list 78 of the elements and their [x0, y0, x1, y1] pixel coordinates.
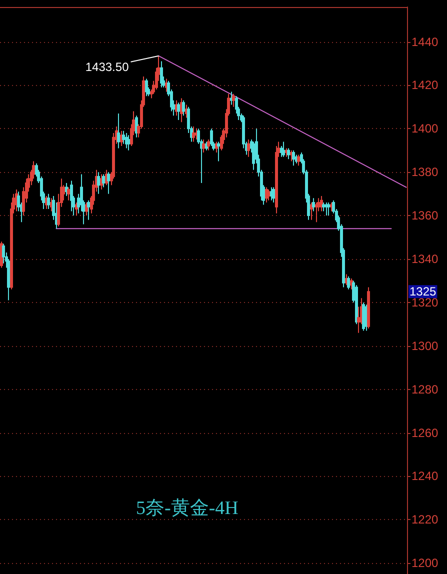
candlestick [355, 284, 358, 325]
candlestick [85, 202, 88, 216]
candlestick [75, 202, 78, 216]
candlestick [287, 148, 290, 160]
y-tick-label: 1400 [412, 122, 439, 136]
candlestick [215, 141, 218, 154]
y-tick-label: 1300 [412, 338, 439, 353]
candlestick [207, 139, 210, 151]
candlestick [362, 302, 365, 332]
candlestick [177, 102, 180, 120]
candlestick [327, 202, 330, 216]
candlestick [270, 186, 273, 201]
candlestick [50, 198, 53, 212]
candlestick [267, 188, 270, 201]
y-tick-label: 1340 [412, 252, 439, 266]
annotation: 1433.50 [85, 60, 130, 74]
candlestick [117, 112, 120, 149]
candlestick [292, 150, 295, 166]
candlestick [322, 202, 325, 212]
y-tick-label: 1260 [412, 426, 439, 440]
candlestick [122, 130, 125, 144]
candlestick [272, 186, 275, 204]
candlestick [102, 174, 105, 188]
candlestick [195, 128, 198, 140]
candlestick [125, 132, 128, 149]
candlestick [185, 104, 188, 118]
y-tick-label: 1280 [412, 382, 439, 396]
candlestick [217, 141, 220, 162]
candlestick [285, 148, 288, 158]
candlestick [67, 186, 70, 201]
candlestick [282, 141, 285, 158]
candlestick [160, 60, 163, 88]
candlestick [325, 202, 328, 216]
candlestick [97, 172, 100, 194]
candlestick [70, 180, 73, 212]
candlestick [367, 286, 370, 330]
candlestick [135, 115, 138, 138]
candlestick [205, 141, 208, 151]
candlestick [165, 78, 168, 92]
candlestick [232, 93, 235, 108]
candlestick [280, 146, 283, 158]
candlestick [202, 139, 205, 154]
y-tick-label: 1440 [412, 34, 439, 49]
candlestick [290, 150, 293, 162]
candlestick [315, 202, 318, 223]
candlestick [192, 126, 195, 142]
candlestick [145, 78, 148, 97]
candlestick [347, 276, 350, 290]
candlestick [265, 186, 268, 204]
candlestick [297, 154, 300, 166]
candlestick [2, 243, 5, 264]
candlestick [47, 193, 50, 210]
text: 5奈-黄金-4H [136, 498, 239, 519]
annotation: 1325 [410, 284, 437, 299]
y-tick-label: 1420 [412, 78, 439, 92]
candlestick [120, 130, 123, 147]
y-tick-label: 1360 [412, 208, 439, 223]
candlestick [230, 91, 233, 106]
candlestick [210, 128, 213, 147]
y-tick-label: 1380 [412, 165, 439, 180]
candlestick [127, 134, 130, 151]
y-tick-label: 1200 [412, 556, 439, 570]
candlestick [345, 274, 348, 286]
candlestick [182, 100, 185, 116]
y-tick-label: 1240 [412, 469, 439, 484]
candlestick [180, 98, 183, 123]
y-tick-label: 1220 [412, 512, 439, 527]
candlestick [87, 200, 90, 220]
candlestick [100, 174, 103, 190]
candlestick [247, 139, 250, 158]
candlestick [312, 198, 315, 212]
candlestick [330, 202, 333, 212]
candlestick [275, 146, 278, 214]
candlestick [107, 172, 110, 194]
candlestick [65, 182, 68, 196]
candlestick [310, 202, 313, 220]
candlestick [320, 196, 323, 212]
candlestick [350, 278, 353, 290]
